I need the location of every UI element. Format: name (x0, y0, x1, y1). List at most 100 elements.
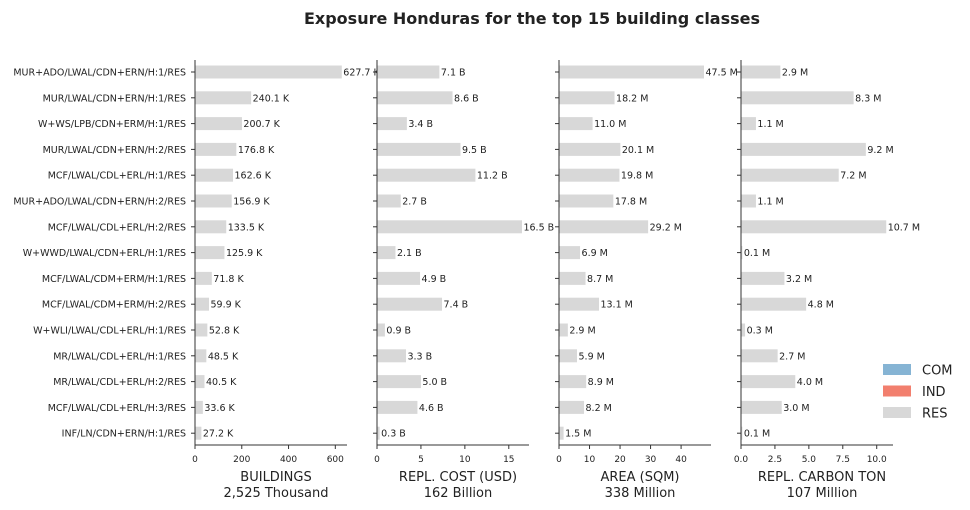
data-label: 47.5 M (705, 68, 737, 79)
x-tick-label: 20 (614, 455, 626, 465)
bar (559, 375, 587, 389)
data-label: 29.2 M (650, 222, 682, 233)
bar (377, 400, 418, 414)
bar (559, 117, 593, 131)
bar (559, 220, 649, 234)
data-label: 1.1 M (757, 197, 783, 208)
bar (741, 323, 746, 337)
x-tick-label: 0.0 (734, 455, 749, 465)
x-tick-label: 15 (503, 455, 514, 465)
x-tick-label: 0 (192, 455, 198, 465)
bar (195, 246, 225, 260)
data-label: 52.8 K (209, 326, 240, 337)
bar (195, 400, 203, 414)
data-label: 8.3 M (855, 93, 881, 104)
category-label: MR/LWAL/CDL+ERL/H:1/RES (53, 351, 186, 362)
data-label: 1.1 M (757, 119, 783, 130)
data-label: 11.0 M (594, 119, 626, 130)
bar (559, 142, 621, 156)
category-label: MCF/LWAL/CDL+ERL/H:2/RES (48, 222, 186, 233)
x-axis-total: 162 Billion (424, 486, 493, 501)
data-label: 627.7 K (343, 68, 380, 79)
data-label: 17.8 M (615, 197, 647, 208)
data-label: 5.9 M (579, 351, 605, 362)
x-tick-label: 5.0 (802, 455, 817, 465)
data-label: 162.6 K (235, 171, 272, 182)
x-tick-label: 10.0 (867, 455, 887, 465)
bar (195, 91, 252, 105)
bar (559, 400, 585, 414)
data-label: 27.2 K (203, 429, 234, 440)
data-label: 3.0 M (783, 403, 809, 414)
chart-legend: COM IND RES (883, 364, 953, 422)
data-label: 8.9 M (588, 377, 614, 388)
bar (741, 220, 887, 234)
bar (741, 349, 778, 363)
category-label: MUR+ADO/LWAL/CDN+ERN/H:2/RES (13, 197, 186, 208)
chart-title: Exposure Honduras for the top 15 buildin… (304, 9, 760, 28)
bar (559, 65, 704, 79)
bar (195, 349, 207, 363)
panel-3: 47.5 M 18.2 M 11.0 M 20.1 M 19.8 M 17.8 M 29.2… (555, 60, 738, 501)
x-tick-label: 0 (556, 455, 562, 465)
bar (559, 297, 599, 311)
bar (377, 323, 385, 337)
bar (195, 375, 205, 389)
bar (195, 297, 210, 311)
category-label: MCF/LWAL/CDL+ERL/H:1/RES (48, 171, 186, 182)
data-label: 9.2 M (867, 145, 893, 156)
bar (377, 297, 443, 311)
data-label: 9.5 B (462, 145, 487, 156)
bar (741, 426, 743, 440)
x-tick-label: 600 (327, 455, 344, 465)
category-label: MUR+ADO/LWAL/CDN+ERN/H:1/RES (13, 68, 186, 79)
bar (559, 168, 620, 182)
bar (559, 349, 578, 363)
data-label: 156.9 K (233, 197, 270, 208)
bar (195, 65, 342, 79)
legend-swatch (883, 407, 911, 418)
panel-1: 627.7 K 240.1 K 200.7 K 176.8 K 162.6 K 156.9… (13, 60, 381, 501)
x-axis-total: 107 Million (787, 486, 858, 501)
bar (377, 168, 476, 182)
data-label: 8.6 B (454, 93, 479, 104)
x-tick-label: 10 (584, 455, 596, 465)
bar (741, 297, 807, 311)
data-label: 125.9 K (226, 248, 263, 259)
data-label: 16.5 B (523, 222, 554, 233)
bar (195, 323, 208, 337)
data-label: 0.1 M (744, 429, 770, 440)
bar (741, 375, 796, 389)
data-label: 59.9 K (211, 300, 242, 311)
data-label: 8.7 M (587, 274, 613, 285)
x-tick-label: 7.5 (836, 455, 850, 465)
data-label: 4.6 B (419, 403, 444, 414)
data-label: 7.2 M (840, 171, 866, 182)
data-label: 0.3 M (747, 326, 773, 337)
data-label: 19.8 M (621, 171, 653, 182)
bar (377, 65, 440, 79)
bar (195, 220, 227, 234)
x-tick-label: 0 (374, 455, 380, 465)
category-label: MUR/LWAL/CDN+ERN/H:1/RES (43, 93, 186, 104)
bar (741, 65, 781, 79)
bar (377, 246, 396, 260)
category-label: W+WWD/LWAL/CDN+ERL/H:1/RES (23, 248, 186, 259)
data-label: 3.4 B (408, 119, 433, 130)
data-label: 0.1 M (744, 248, 770, 259)
data-label: 4.8 M (808, 300, 834, 311)
data-label: 20.1 M (622, 145, 654, 156)
bar (195, 271, 212, 285)
bar (377, 220, 522, 234)
data-label: 10.7 M (888, 222, 920, 233)
bar (195, 117, 242, 131)
bar (559, 271, 586, 285)
x-axis-title: REPL. CARBON TON (758, 470, 886, 485)
bar (195, 168, 234, 182)
x-tick-label: 200 (233, 455, 250, 465)
category-label: W+WLI/LWAL/CDL+ERL/H:1/RES (33, 326, 186, 337)
data-label: 18.2 M (616, 93, 648, 104)
category-label: MCF/LWAL/CDL+ERL/H:3/RES (48, 403, 186, 414)
